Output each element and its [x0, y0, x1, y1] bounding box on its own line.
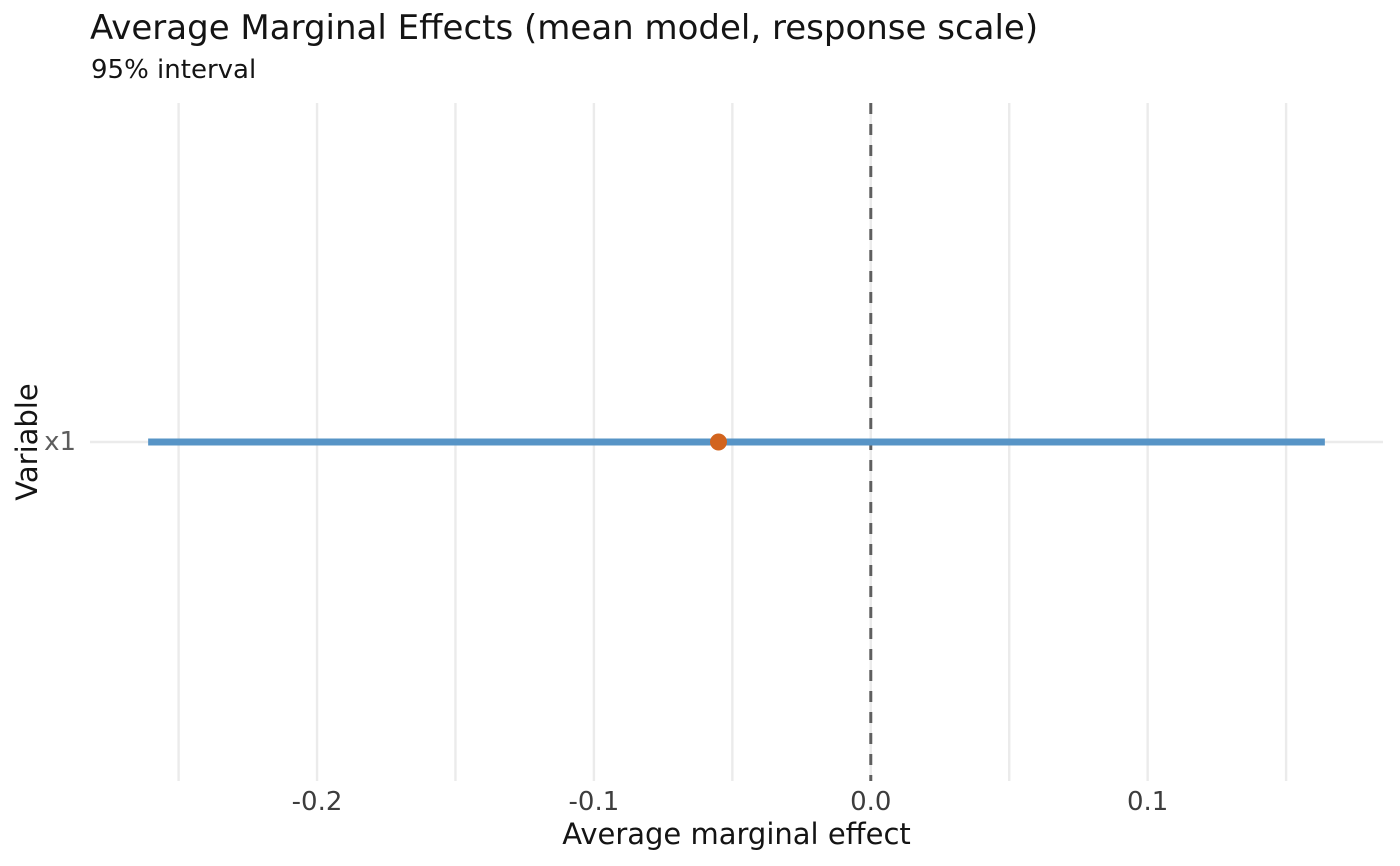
estimate-point — [710, 433, 728, 451]
x-tick-label: 0.0 — [850, 787, 892, 817]
y-tick-label: x1 — [44, 427, 76, 457]
x-tick-label: -0.2 — [291, 787, 343, 817]
x-tick-label: -0.1 — [568, 787, 620, 817]
chart-subtitle: 95% interval — [91, 55, 257, 85]
x-axis-title: Average marginal effect — [562, 817, 911, 851]
y-axis-title: Variable — [10, 383, 44, 501]
chart-title: Average Marginal Effects (mean model, re… — [90, 8, 1039, 48]
x-tick-label: 0.1 — [1126, 787, 1169, 817]
